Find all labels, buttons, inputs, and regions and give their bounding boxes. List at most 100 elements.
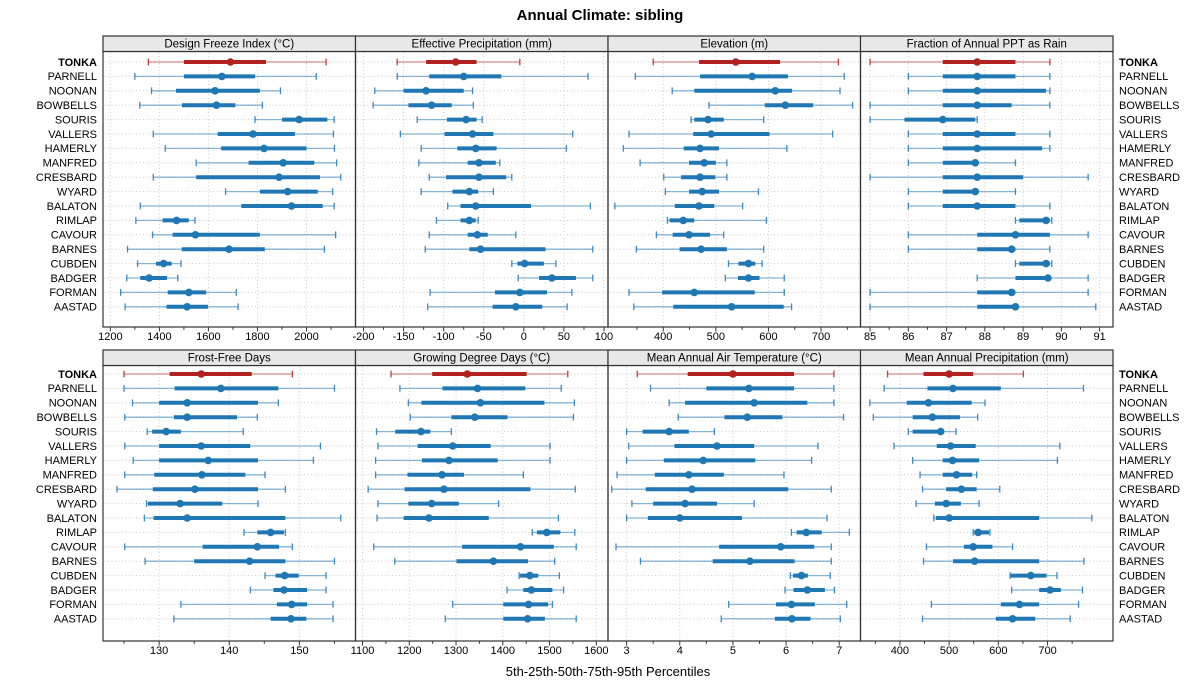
percentile-row (628, 442, 819, 450)
percentile-row (869, 288, 1089, 297)
median-dot (698, 187, 706, 196)
percentile-row (869, 303, 1097, 311)
x-axis: 400 500 600 700 (636, 327, 848, 343)
tick-label: 1600 (196, 331, 220, 343)
percentile-row (420, 144, 567, 153)
tick-label: 2000 (294, 331, 318, 343)
tick-label: 4 (677, 645, 683, 657)
percentile-row (396, 58, 521, 66)
panel-header (859, 35, 1114, 53)
percentile-row (649, 384, 835, 393)
tick-label: 700 (1038, 645, 1056, 657)
median-dot (695, 202, 703, 210)
percentile-row (428, 231, 517, 239)
station-label-right: VALLERS (1119, 129, 1168, 141)
median-dot (688, 485, 696, 494)
percentile-row (907, 72, 1051, 81)
median-dot (1011, 303, 1020, 311)
percentile-row (677, 413, 845, 422)
median-dot (470, 413, 479, 422)
percentile-row (407, 399, 575, 407)
station-label-right: TONKA (1119, 369, 1158, 381)
percentile-row (164, 144, 336, 153)
median-dot (204, 456, 213, 465)
median-dot (732, 58, 740, 66)
percentile-row (146, 427, 244, 436)
percentile-row (399, 384, 562, 393)
tick-label: 3 (624, 645, 630, 657)
tick-label: 600 (989, 645, 1007, 657)
median-dot (948, 456, 957, 465)
percentile-row (907, 427, 957, 436)
panel-border (102, 50, 357, 328)
median-dot (212, 101, 221, 109)
tick-label: 87 (940, 331, 952, 343)
median-dot (475, 173, 483, 181)
percentile-row (708, 101, 854, 109)
tick-label: 1200 (397, 645, 421, 657)
percentile-row (373, 543, 577, 551)
median-dot (945, 514, 953, 522)
median-dot (211, 87, 219, 95)
median-dot (176, 499, 184, 508)
percentile-row (372, 101, 474, 109)
tick-label: -200 (353, 331, 375, 343)
percentile-row (428, 173, 513, 181)
tick-label: 700 (812, 331, 830, 343)
median-dot (295, 115, 303, 124)
median-dot (969, 543, 978, 551)
median-dot (427, 499, 436, 508)
median-dot (700, 159, 709, 167)
tick-label: 88 (979, 331, 991, 343)
percentile-row (634, 72, 845, 81)
station-label-left: NOONAN (49, 398, 97, 410)
percentile-row (727, 259, 763, 268)
percentile-row (919, 471, 978, 479)
panel: Growing Degree Days (°C) 1100 1200 1300 1400… (351, 349, 609, 657)
percentile-row (511, 259, 557, 268)
station-label-left: VALLERS (48, 441, 97, 453)
percentile-row (912, 456, 1059, 465)
gridlines (862, 52, 1112, 326)
median-dot (191, 231, 200, 239)
percentile-row (635, 245, 765, 253)
median-dot (198, 471, 206, 479)
percentile-row (452, 600, 554, 609)
percentile-row (907, 245, 1051, 253)
median-dot (471, 202, 480, 210)
station-label-left: HAMERLY (45, 455, 98, 467)
station-label-right: MANFRED (1119, 158, 1173, 170)
median-dot (1007, 288, 1016, 297)
median-dot (675, 514, 684, 522)
percentile-row (134, 72, 317, 81)
panel-title: Mean Annual Air Temperature (°C) (647, 353, 822, 365)
panel-border (859, 364, 1114, 642)
tick-label: 6 (783, 645, 789, 657)
station-label-left: NOONAN (49, 86, 97, 98)
median-dot (699, 456, 707, 465)
median-dot (1011, 231, 1020, 239)
median-dot (183, 413, 191, 422)
percentile-row (639, 159, 728, 167)
percentile-row (124, 303, 239, 311)
station-label-left: BOWBELLS (36, 412, 97, 424)
median-dot (476, 399, 485, 407)
median-dot (936, 427, 945, 436)
percentile-row (145, 499, 259, 508)
percentile-row (429, 288, 573, 297)
station-label-right: BARNES (1119, 556, 1164, 568)
median-dot (475, 159, 483, 167)
station-label-right: NOONAN (1119, 398, 1167, 410)
percentile-row (907, 231, 1089, 239)
median-dot (465, 187, 474, 196)
median-dot (945, 370, 953, 378)
percentile-row (243, 528, 287, 537)
percentile-row (135, 216, 196, 225)
percentile-row (664, 187, 760, 196)
panel-border (859, 50, 1114, 328)
tick-label: 400 (891, 645, 909, 657)
median-dot (183, 303, 191, 311)
percentile-row (396, 72, 589, 81)
percentile-row (418, 159, 501, 167)
percentile-row (264, 571, 327, 580)
